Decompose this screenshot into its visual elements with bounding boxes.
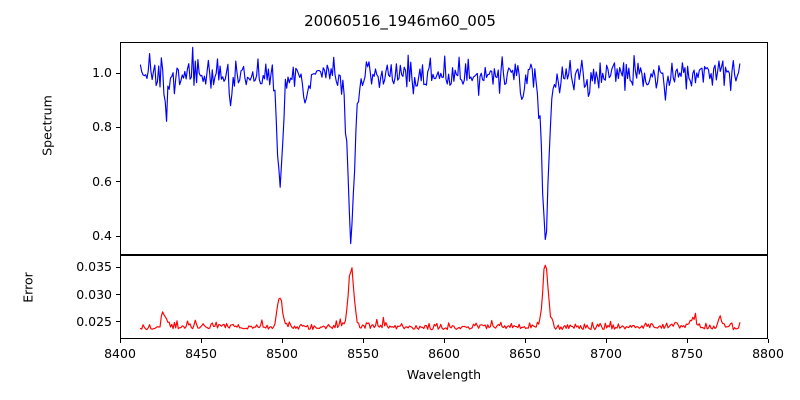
error-y-tick-label: 0.025 bbox=[76, 313, 112, 329]
error-plot-area bbox=[120, 255, 768, 339]
x-tick-label: 8800 bbox=[752, 346, 784, 361]
spectrum-y-tick-label: 0.6 bbox=[92, 173, 112, 189]
x-tick bbox=[281, 339, 283, 343]
x-tick bbox=[767, 339, 769, 343]
spectrum-y-tick-label: 0.4 bbox=[92, 228, 112, 243]
error-y-tick bbox=[116, 266, 120, 269]
spectrum-y-tick bbox=[116, 126, 120, 129]
x-tick-label: 8700 bbox=[590, 346, 622, 361]
error-y-tick-label: 0.035 bbox=[76, 259, 112, 275]
x-tick-label: 8600 bbox=[428, 346, 460, 361]
x-tick bbox=[686, 339, 688, 343]
error-line-series bbox=[139, 264, 741, 331]
error-y-tick bbox=[116, 294, 120, 296]
x-tick bbox=[362, 339, 364, 343]
spectrum-y-tick bbox=[116, 235, 120, 237]
error-y-tick bbox=[116, 321, 120, 323]
error-y-axis-label: Error bbox=[20, 272, 36, 303]
spectrum-line-series bbox=[139, 46, 741, 245]
x-tick bbox=[605, 339, 607, 343]
spectrum-y-tick-label: 0.8 bbox=[92, 119, 112, 135]
x-tick-label: 8450 bbox=[185, 346, 217, 361]
x-tick-label: 8750 bbox=[671, 346, 703, 361]
x-tick bbox=[524, 339, 526, 343]
x-tick-label: 8400 bbox=[104, 346, 136, 361]
spectrum-y-tick bbox=[116, 72, 120, 74]
x-axis-label: Wavelength bbox=[406, 367, 482, 382]
x-tick-label: 8650 bbox=[509, 346, 541, 361]
spectrum-y-tick-label: 1.0 bbox=[92, 65, 112, 81]
error-y-tick-label: 0.030 bbox=[76, 286, 112, 302]
x-tick-label: 8500 bbox=[266, 346, 298, 361]
x-tick bbox=[200, 339, 202, 343]
x-tick bbox=[119, 339, 121, 343]
x-tick bbox=[443, 339, 445, 343]
x-tick-label: 8550 bbox=[347, 346, 379, 361]
spectrum-y-tick bbox=[116, 181, 120, 183]
spectrum-plot-area bbox=[120, 42, 768, 255]
page-title: 20060516_1946m60_005 bbox=[304, 12, 496, 30]
